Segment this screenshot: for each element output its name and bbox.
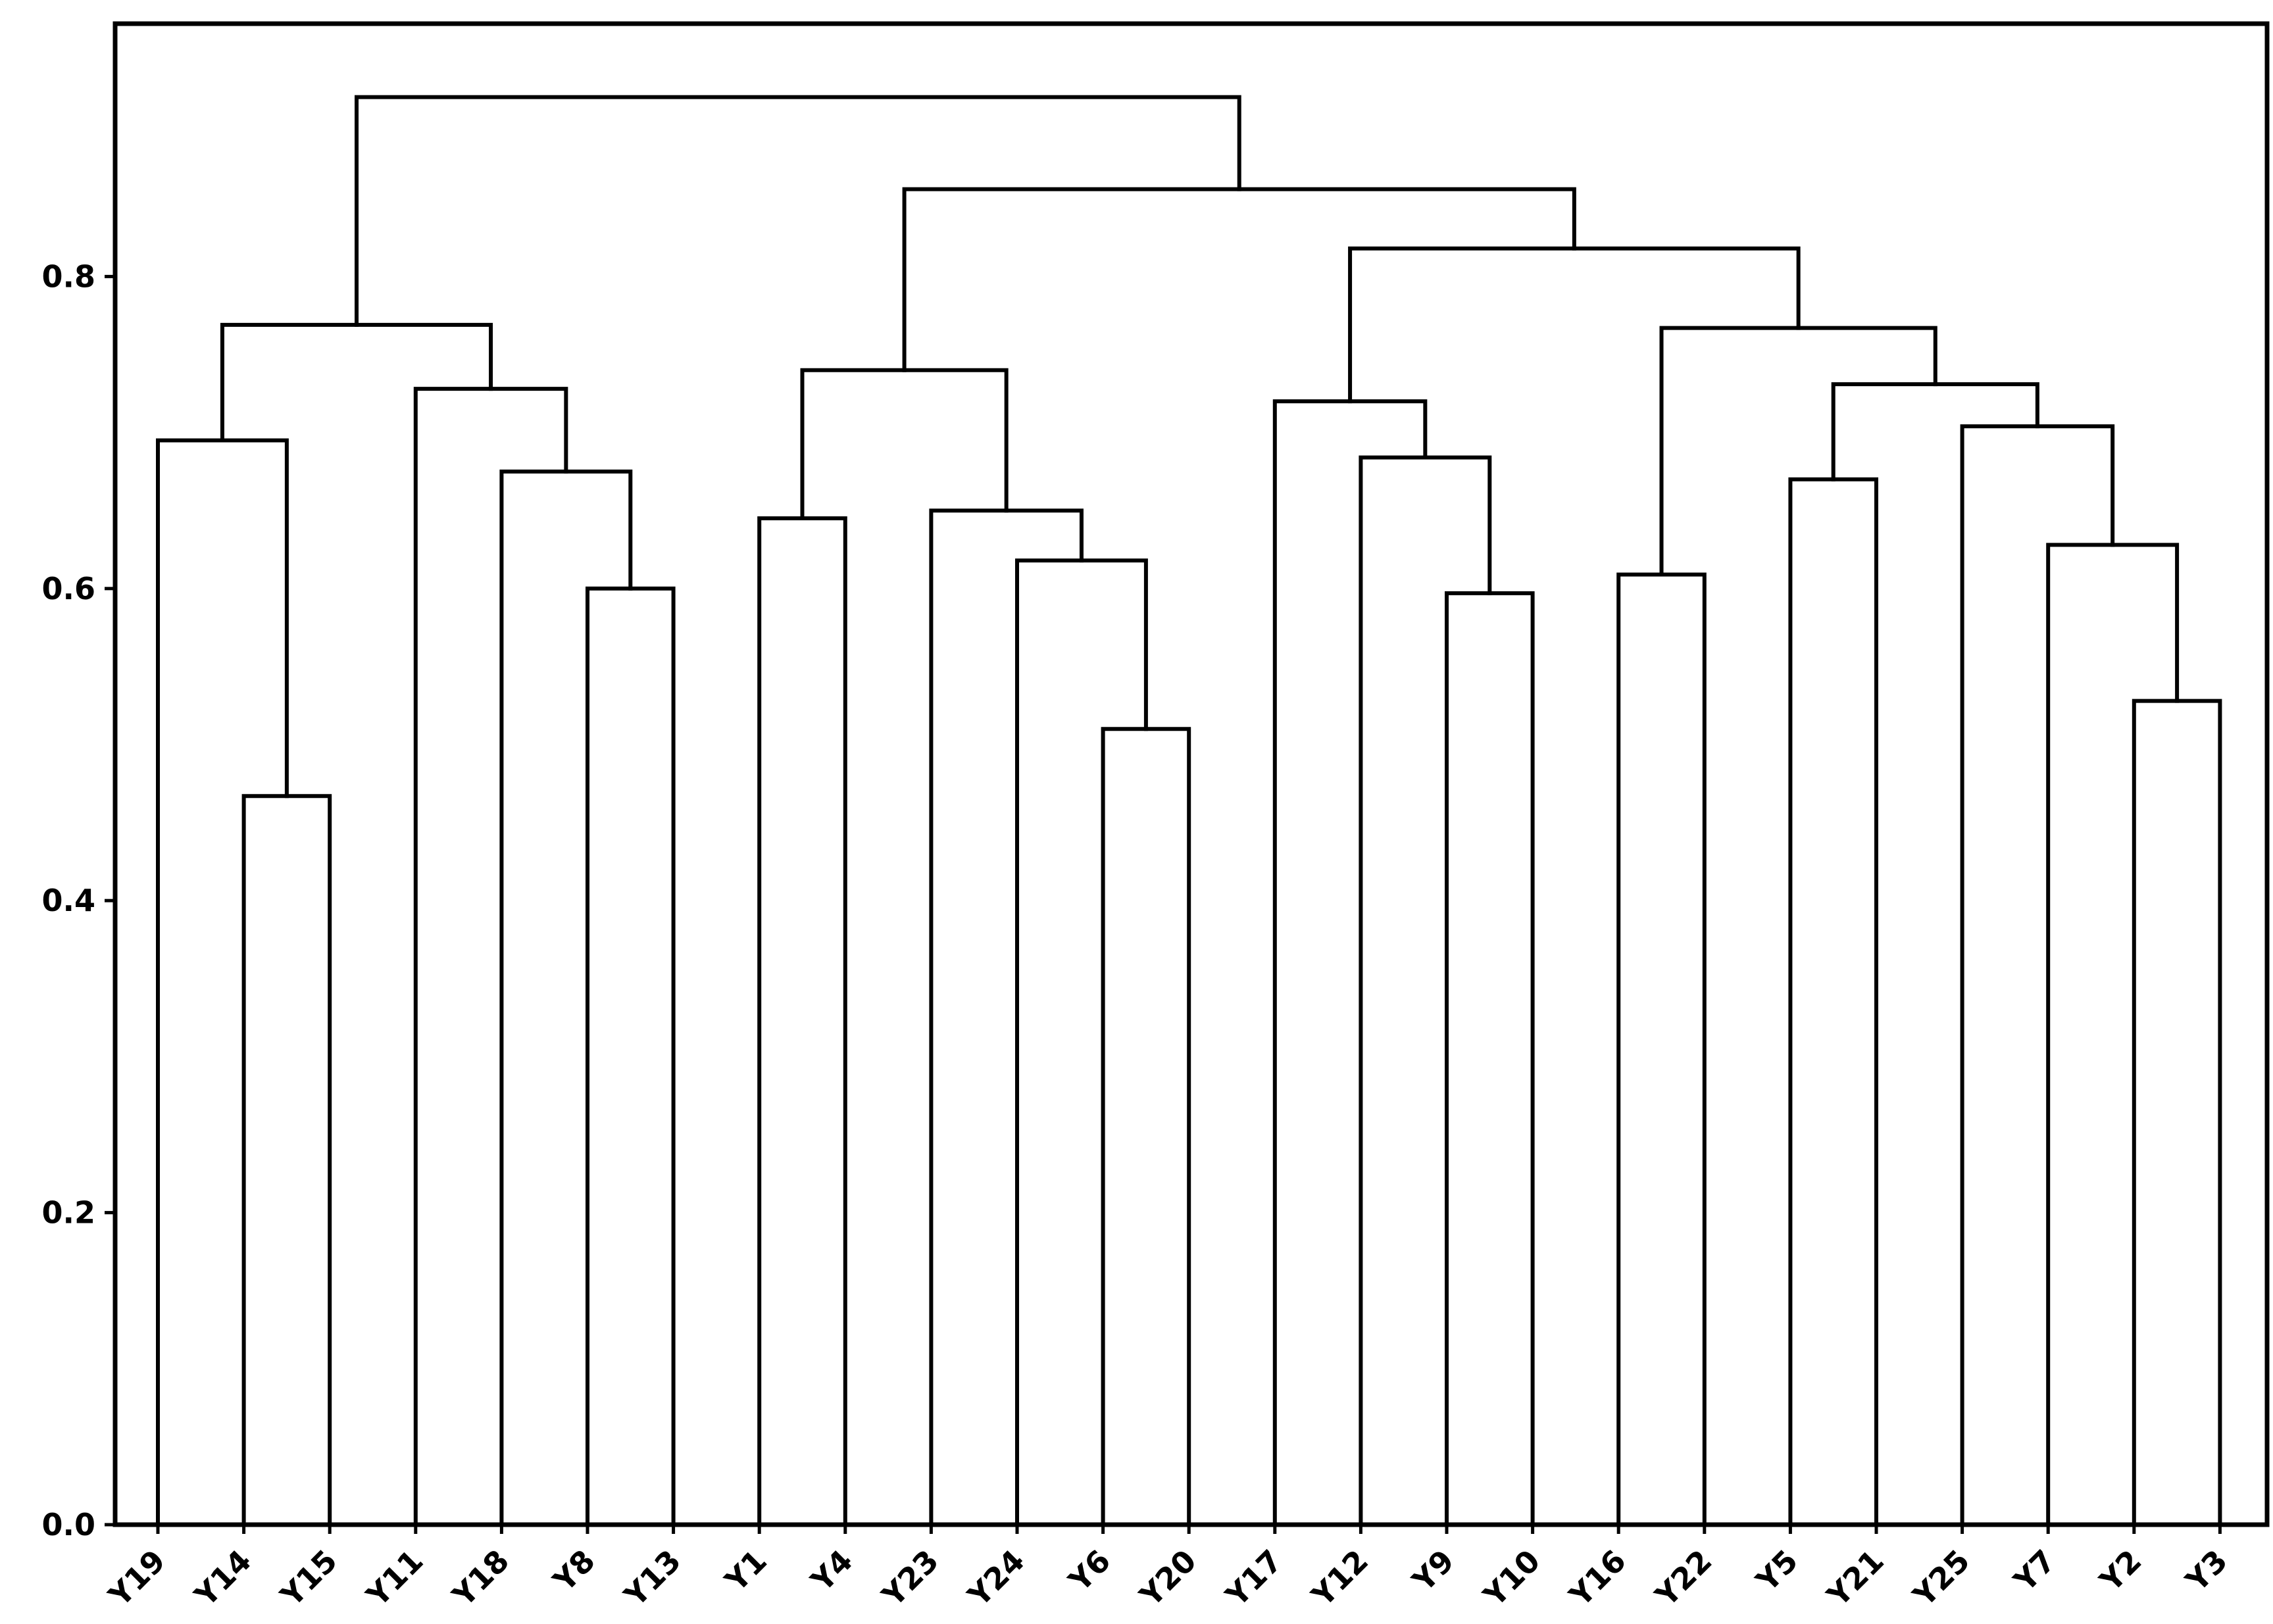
dendrogram-links bbox=[156, 95, 2222, 1527]
leaf-label: Y8 bbox=[546, 1543, 602, 1599]
dendrogram-link bbox=[757, 516, 847, 1527]
dendrogram-link bbox=[800, 368, 1009, 521]
dendrogram-link bbox=[2046, 543, 2180, 1527]
leaf-label: Y21 bbox=[1820, 1543, 1891, 1614]
dendrogram-link bbox=[2132, 699, 2222, 1527]
leaf-label: Y19 bbox=[101, 1543, 172, 1614]
leaf-label: Y15 bbox=[273, 1543, 344, 1614]
leaf-label: Y7 bbox=[2007, 1543, 2062, 1599]
dendrogram-link bbox=[1015, 558, 1148, 1527]
dendrogram-link bbox=[499, 469, 633, 1527]
dendrogram-link bbox=[241, 794, 332, 1527]
dendrogram-link bbox=[355, 95, 1241, 327]
leaf-label: Y1 bbox=[718, 1543, 774, 1599]
leaf-label: Y14 bbox=[187, 1543, 259, 1614]
leaf-label: Y24 bbox=[961, 1543, 1032, 1614]
leaf-label: Y16 bbox=[1562, 1543, 1633, 1614]
leaf-label: Y4 bbox=[803, 1543, 859, 1599]
dendrogram-link bbox=[1788, 477, 1878, 1527]
y-axis: 0.0 0.2 0.4 0.6 0.8 bbox=[42, 258, 115, 1542]
dendrogram-link bbox=[1348, 246, 1801, 404]
y-tick-label: 0.2 bbox=[42, 1195, 96, 1231]
leaf-label: Y13 bbox=[617, 1543, 688, 1614]
dendrogram-link bbox=[156, 438, 289, 1527]
leaf-label: Y2 bbox=[2092, 1543, 2148, 1599]
y-tick-label: 0.8 bbox=[42, 258, 96, 294]
leaf-label: Y22 bbox=[1648, 1543, 1719, 1614]
dendrogram-link bbox=[413, 387, 568, 1527]
leaf-label: Y18 bbox=[445, 1543, 516, 1614]
dendrogram-link bbox=[1960, 424, 2115, 1527]
leaf-label: Y17 bbox=[1218, 1543, 1289, 1614]
dendrogram-link bbox=[586, 586, 676, 1527]
leaf-label: Y6 bbox=[1061, 1543, 1117, 1599]
leaf-label: Y20 bbox=[1132, 1543, 1203, 1614]
dendrogram-link bbox=[902, 187, 1576, 372]
dendrogram-link bbox=[1659, 326, 1937, 577]
dendrogram-link bbox=[1616, 572, 1707, 1527]
leaf-label: Y12 bbox=[1304, 1543, 1375, 1614]
x-axis: Y19 Y14 Y15 Y11 Y18 Y8 Y13 Y1 Y4 Y23 Y24 Y6 Y20 Y17 Y1… bbox=[101, 1525, 2234, 1613]
leaf-label: Y25 bbox=[1906, 1543, 1977, 1614]
leaf-label: Y5 bbox=[1749, 1543, 1805, 1599]
leaf-label: Y23 bbox=[874, 1543, 945, 1614]
leaf-label: Y9 bbox=[1405, 1543, 1461, 1599]
dendrogram-link bbox=[1272, 399, 1428, 1527]
dendrogram-link bbox=[1359, 455, 1492, 1527]
y-tick-label: 0.0 bbox=[42, 1507, 96, 1542]
y-tick-label: 0.6 bbox=[42, 571, 96, 606]
dendrogram-link bbox=[220, 322, 493, 443]
dendrogram-link bbox=[1831, 382, 2039, 481]
y-tick-label: 0.4 bbox=[42, 883, 96, 918]
leaf-label: Y10 bbox=[1476, 1543, 1547, 1614]
plot-frame bbox=[112, 21, 2270, 1527]
leaf-label: Y3 bbox=[2178, 1543, 2234, 1599]
dendrogram-link bbox=[929, 508, 1084, 1527]
leaf-label: Y11 bbox=[359, 1543, 430, 1614]
dendrogram-link bbox=[1101, 727, 1191, 1527]
dendrogram-link bbox=[1445, 591, 1535, 1527]
